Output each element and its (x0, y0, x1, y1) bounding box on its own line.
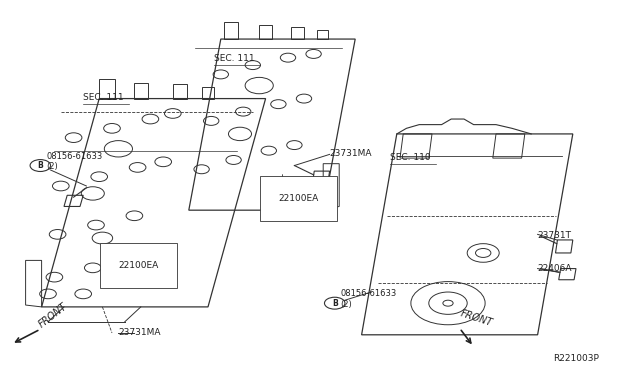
Text: B: B (332, 299, 337, 308)
Text: 22100EA: 22100EA (278, 194, 319, 203)
Text: SEC. 110: SEC. 110 (390, 153, 431, 162)
Text: 23731MA: 23731MA (330, 149, 372, 158)
Text: 23731T: 23731T (538, 231, 572, 240)
Text: 08156-61633
(2): 08156-61633 (2) (340, 289, 397, 309)
Text: B: B (38, 161, 43, 170)
Text: FRONT: FRONT (36, 301, 69, 329)
Text: R221003P: R221003P (554, 354, 600, 363)
Text: SEC. 111: SEC. 111 (83, 93, 124, 102)
Text: SEC. 111: SEC. 111 (214, 54, 255, 63)
Text: 23731MA: 23731MA (118, 328, 161, 337)
Text: 22100EA: 22100EA (118, 261, 159, 270)
Text: FRONT: FRONT (460, 308, 494, 328)
Text: 22406A: 22406A (538, 264, 572, 273)
Text: 08156-61633
(2): 08156-61633 (2) (46, 152, 102, 171)
